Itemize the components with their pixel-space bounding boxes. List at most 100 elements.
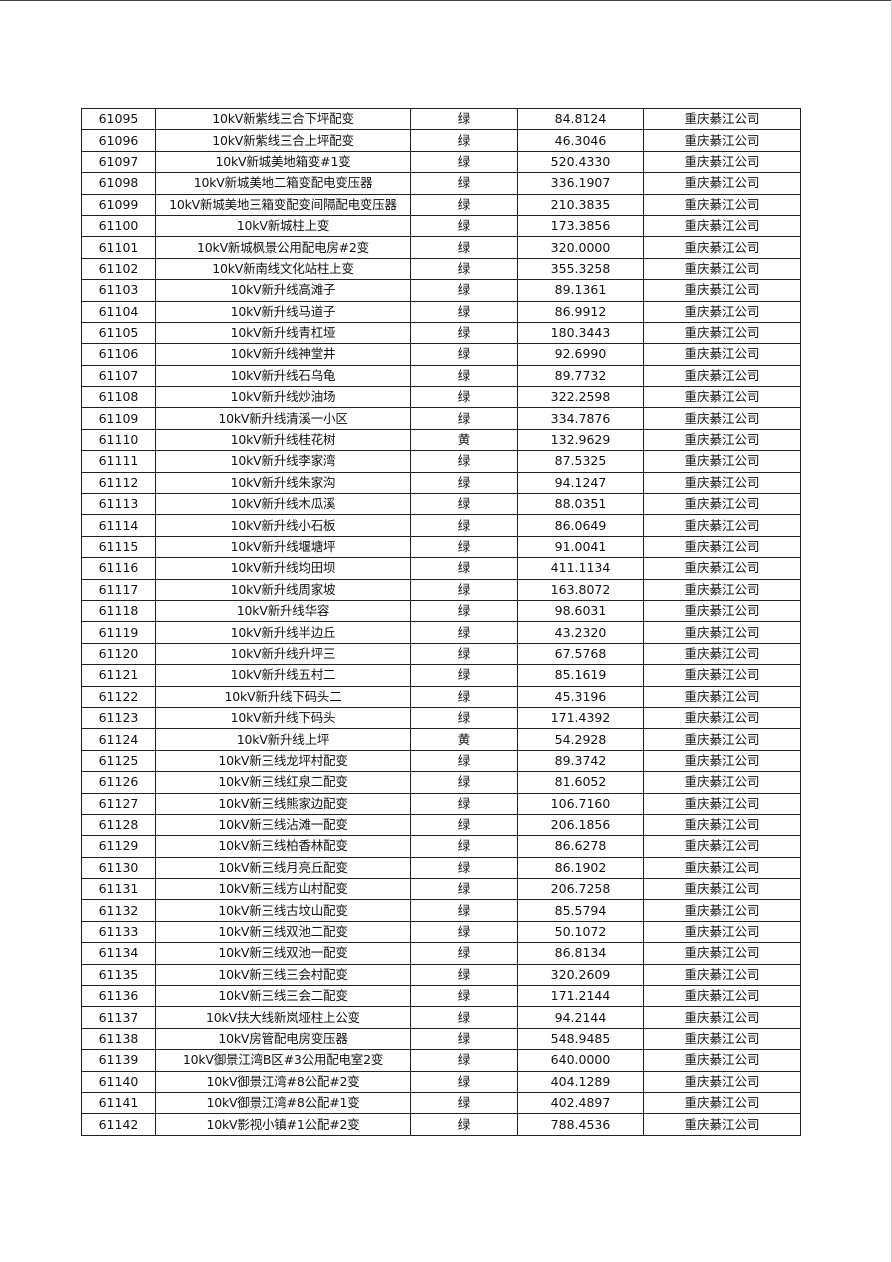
row-id-cell: 61102 <box>81 257 156 281</box>
value-cell: 89.3742 <box>517 749 644 773</box>
value-cell: 320.0000 <box>517 236 644 259</box>
row-id-cell: 61117 <box>81 578 156 601</box>
table-row: 61107 10kV新升线石乌龟绿 89.7732 重庆綦江公司 <box>81 364 801 388</box>
company-cell: 重庆綦江公司 <box>643 386 801 409</box>
row-id-cell: 61112 <box>81 471 156 495</box>
transformer-name-cell: 10kV新三线三会二配变 <box>155 985 411 1008</box>
status-color-cell: 绿 <box>410 471 518 495</box>
table-row: 61100 10kV新城柱上变绿 173.3856 重庆綦江公司 <box>81 214 801 238</box>
value-cell: 92.6990 <box>517 343 644 366</box>
table-row: 61119 10kV新升线半边丘绿 43.2320 重庆綦江公司 <box>81 621 801 644</box>
status-color-cell: 绿 <box>410 1113 518 1136</box>
status-color-cell: 绿 <box>410 899 518 922</box>
table-row: 61130 10kV新三线月亮丘配变绿 86.1902 重庆綦江公司 <box>81 856 801 880</box>
row-id-cell: 61124 <box>81 728 156 751</box>
table-row: 61139 10kV御景江湾B区#3公用配电室2变绿 640.0000 重庆綦江公司 <box>81 1049 801 1072</box>
status-color-cell: 绿 <box>410 214 518 238</box>
table-row: 61105 10kV新升线青杠垭绿 180.3443 重庆綦江公司 <box>81 321 801 345</box>
row-id-cell: 61123 <box>81 706 156 730</box>
row-id-cell: 61140 <box>81 1070 156 1093</box>
status-color-cell: 黄 <box>410 428 518 452</box>
value-cell: 640.0000 <box>517 1049 644 1072</box>
transformer-name-cell: 10kV新紫线三合上坪配变 <box>155 129 411 152</box>
table-row: 61114 10kV新升线小石板绿 86.0649 重庆綦江公司 <box>81 514 801 537</box>
status-color-cell: 绿 <box>410 599 518 623</box>
transformer-name-cell: 10kV御景江湾#8公配#1变 <box>155 1091 411 1115</box>
row-id-cell: 61100 <box>81 214 156 238</box>
status-color-cell: 绿 <box>410 535 518 559</box>
company-cell: 重庆綦江公司 <box>643 107 801 131</box>
company-cell: 重庆綦江公司 <box>643 407 801 430</box>
transformer-name-cell: 10kV新升线桂花树 <box>155 428 411 452</box>
transformer-name-cell: 10kV新升线下码头 <box>155 706 411 730</box>
company-cell: 重庆綦江公司 <box>643 1113 801 1136</box>
transformer-name-cell: 10kV新升线石乌龟 <box>155 364 411 388</box>
row-id-cell: 61137 <box>81 1006 156 1029</box>
value-cell: 404.1289 <box>517 1070 644 1093</box>
transformer-name-cell: 10kV新三线沾滩一配变 <box>155 813 411 837</box>
value-cell: 322.2598 <box>517 386 644 409</box>
table-row: 61110 10kV新升线桂花树黄 132.9629 重庆綦江公司 <box>81 428 801 452</box>
value-cell: 86.6278 <box>517 835 644 858</box>
transformer-name-cell: 10kV新升线朱家沟 <box>155 471 411 495</box>
transformer-name-cell: 10kV新升线马道子 <box>155 300 411 323</box>
company-cell: 重庆綦江公司 <box>643 1070 801 1093</box>
transformer-name-cell: 10kV新三线双池一配变 <box>155 942 411 965</box>
company-cell: 重庆綦江公司 <box>643 257 801 281</box>
value-cell: 54.2928 <box>517 728 644 751</box>
transformer-name-cell: 10kV房管配电房变压器 <box>155 1027 411 1051</box>
status-color-cell: 绿 <box>410 300 518 323</box>
status-color-cell: 绿 <box>410 172 518 195</box>
transformer-name-cell: 10kV新三线三会村配变 <box>155 963 411 987</box>
status-color-cell: 绿 <box>410 450 518 473</box>
company-cell: 重庆綦江公司 <box>643 1091 801 1115</box>
transformer-name-cell: 10kV新三线红泉二配变 <box>155 771 411 794</box>
status-color-cell: 绿 <box>410 236 518 259</box>
row-id-cell: 61103 <box>81 279 156 302</box>
value-cell: 98.6031 <box>517 599 644 623</box>
table-row: 61116 10kV新升线均田坝绿 411.1134 重庆綦江公司 <box>81 557 801 580</box>
status-color-cell: 绿 <box>410 706 518 730</box>
transformer-name-cell: 10kV新三线龙坪村配变 <box>155 749 411 773</box>
status-color-cell: 绿 <box>410 1027 518 1051</box>
table-row: 61136 10kV新三线三会二配变绿 171.2144 重庆綦江公司 <box>81 985 801 1008</box>
transformer-name-cell: 10kV新升线升坪三 <box>155 642 411 666</box>
transformer-name-cell: 10kV新升线华容 <box>155 599 411 623</box>
value-cell: 85.5794 <box>517 899 644 922</box>
table-row: 61096 10kV新紫线三合上坪配变绿 46.3046 重庆綦江公司 <box>81 129 801 152</box>
value-cell: 81.6052 <box>517 771 644 794</box>
transformer-name-cell: 10kV新升线均田坝 <box>155 557 411 580</box>
row-id-cell: 61104 <box>81 300 156 323</box>
page-top-border <box>0 0 892 1</box>
transformer-name-cell: 10kV新紫线三合下坪配变 <box>155 107 411 131</box>
company-cell: 重庆綦江公司 <box>643 214 801 238</box>
row-id-cell: 61101 <box>81 236 156 259</box>
transformer-name-cell: 10kV新城枫景公用配电房#2变 <box>155 236 411 259</box>
value-cell: 548.9485 <box>517 1027 644 1051</box>
transformer-name-cell: 10kV新三线熊家边配变 <box>155 792 411 815</box>
value-cell: 45.3196 <box>517 685 644 708</box>
status-color-cell: 绿 <box>410 621 518 644</box>
table-row: 61124 10kV新升线上坪黄 54.2928 重庆綦江公司 <box>81 728 801 751</box>
transformer-name-cell: 10kV新升线堰塘坪 <box>155 535 411 559</box>
transformer-name-cell: 10kV新升线下码头二 <box>155 685 411 708</box>
status-color-cell: 绿 <box>410 257 518 281</box>
value-cell: 46.3046 <box>517 129 644 152</box>
table-row: 61138 10kV房管配电房变压器绿 548.9485 重庆綦江公司 <box>81 1027 801 1051</box>
value-cell: 206.1856 <box>517 813 644 837</box>
row-id-cell: 61135 <box>81 963 156 987</box>
row-id-cell: 61130 <box>81 856 156 880</box>
row-id-cell: 61097 <box>81 150 156 174</box>
value-cell: 86.8134 <box>517 942 644 965</box>
table-row: 61111 10kV新升线李家湾绿 87.5325 重庆綦江公司 <box>81 450 801 473</box>
company-cell: 重庆綦江公司 <box>643 343 801 366</box>
status-color-cell: 绿 <box>410 279 518 302</box>
table-row: 61142 10kV影视小镇#1公配#2变绿 788.4536 重庆綦江公司 <box>81 1113 801 1136</box>
company-cell: 重庆綦江公司 <box>643 728 801 751</box>
status-color-cell: 绿 <box>410 129 518 152</box>
transformer-name-cell: 10kV新升线炒油场 <box>155 386 411 409</box>
status-color-cell: 绿 <box>410 386 518 409</box>
value-cell: 86.9912 <box>517 300 644 323</box>
value-cell: 106.7160 <box>517 792 644 815</box>
row-id-cell: 61134 <box>81 942 156 965</box>
